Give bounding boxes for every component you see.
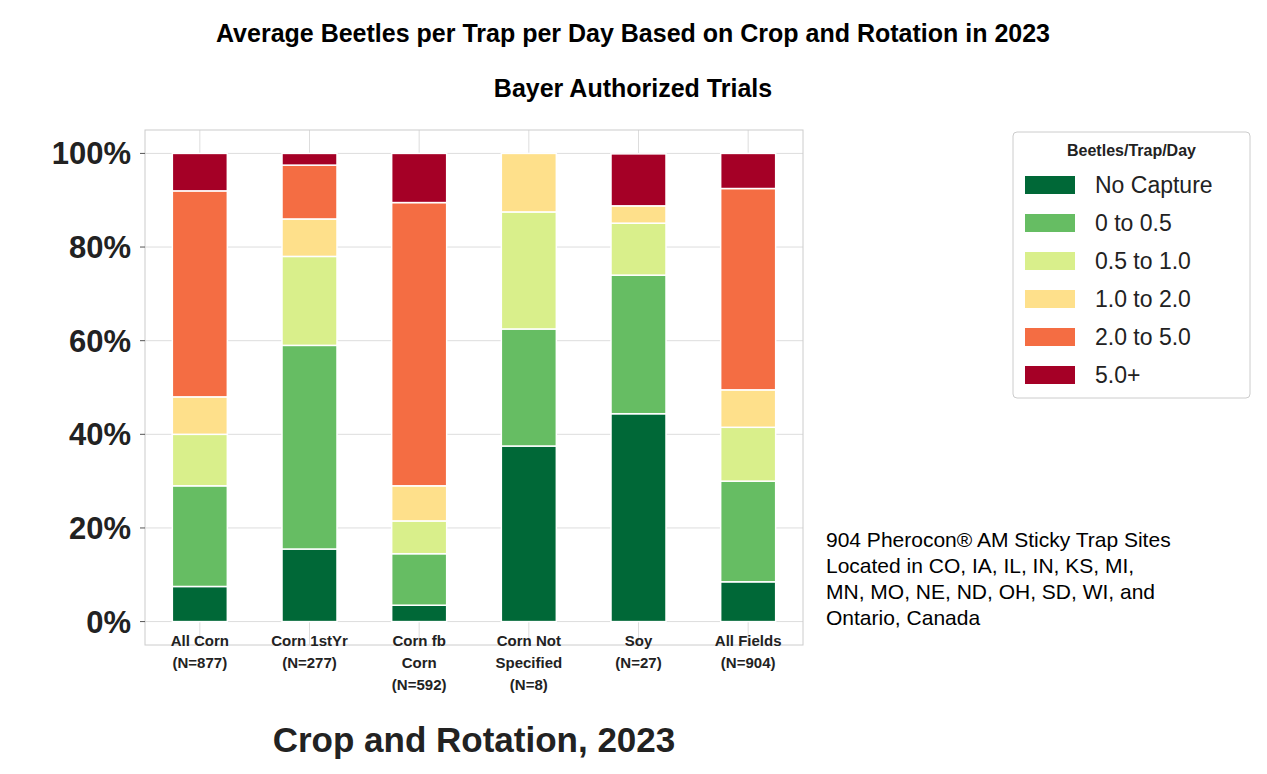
annotation-line: MN, MO, NE, ND, OH, SD, WI, and <box>826 580 1155 603</box>
x-tick-label: Corn Not Specified (N=8) <box>495 632 562 693</box>
bar-segment <box>392 521 447 554</box>
grid-line <box>145 247 803 248</box>
legend-swatch <box>1025 252 1075 270</box>
annotation-line: Located in CO, IA, IL, IN, KS, MI, <box>826 554 1134 577</box>
bar-segment <box>611 206 666 223</box>
x-tick-label-line: (N=592) <box>392 676 447 693</box>
y-tick-label: 60% <box>69 324 131 359</box>
bar-segment <box>611 414 666 622</box>
x-tick-label-line: Corn <box>402 654 437 671</box>
legend-swatch <box>1025 366 1075 384</box>
x-tick-label-line: All Fields <box>715 632 782 649</box>
bar-segment <box>721 189 776 390</box>
bar-segment <box>392 203 447 486</box>
y-tick-label: 100% <box>52 136 131 171</box>
bar-segment <box>501 153 556 155</box>
x-tick-label-line: (N=277) <box>282 654 337 671</box>
grid-line <box>145 340 803 341</box>
y-tick <box>140 434 145 435</box>
legend-swatch <box>1025 328 1075 346</box>
legend-swatch <box>1025 214 1075 232</box>
bar-segment <box>282 153 337 165</box>
bar-segment <box>172 586 227 621</box>
bar-segment <box>501 153 556 212</box>
bar-segment <box>172 397 227 434</box>
annotation-line: 904 Pherocon® AM Sticky Trap Sites <box>826 528 1171 551</box>
bar-segment <box>721 582 776 622</box>
bar-segment <box>282 549 337 622</box>
grid-line <box>145 527 803 528</box>
bar-segment <box>721 390 776 427</box>
legend-label: 0.5 to 1.0 <box>1095 248 1191 274</box>
annotation-line: Ontario, Canada <box>826 606 980 629</box>
x-tick-label-line: (N=8) <box>510 676 548 693</box>
bar-segment <box>282 345 337 549</box>
bar-segment <box>282 256 337 345</box>
subtitle: Bayer Authorized Trials <box>494 74 772 102</box>
legend-label: No Capture <box>1095 172 1213 198</box>
plot-frame <box>145 130 803 645</box>
background <box>0 0 1267 774</box>
x-tick-label: All Corn (N=877) <box>171 632 229 671</box>
bar-segment <box>172 191 227 397</box>
grid-line <box>145 153 803 154</box>
x-tick-label-line: (N=27) <box>615 654 661 671</box>
y-tick-label: 40% <box>69 417 131 452</box>
legend-box <box>1013 132 1250 398</box>
bar-segment <box>392 486 447 521</box>
y-tick <box>140 247 145 248</box>
annotation: 904 Pherocon® AM Sticky Trap Sites Locate… <box>826 528 1171 629</box>
legend-label: 5.0+ <box>1095 362 1140 388</box>
x-tick-label-line: (N=877) <box>173 654 228 671</box>
legend-swatch <box>1025 290 1075 308</box>
bar-segment <box>611 275 666 414</box>
bar-segment <box>172 153 227 190</box>
bar-segment <box>501 212 556 329</box>
title: Average Beetles per Trap per Day Based o… <box>216 19 1050 47</box>
x-axis-label: Crop and Rotation, 2023 <box>273 720 676 759</box>
bar-segment <box>501 153 556 155</box>
bar-segment <box>611 223 666 275</box>
bar-segment <box>172 486 227 587</box>
x-tick-label-line: Soy <box>625 632 653 649</box>
y-tick-label: 80% <box>69 230 131 265</box>
y-tick-label: 0% <box>86 605 131 640</box>
bar-segment <box>611 154 666 206</box>
bar-segment <box>392 605 447 621</box>
legend-title: Beetles/Trap/Day <box>1067 142 1196 159</box>
x-tick-label: Corn fb Corn (N=592) <box>392 632 447 693</box>
y-tick <box>140 153 145 154</box>
x-tick-label-line: Corn Not <box>497 632 561 649</box>
y-tick <box>140 527 145 528</box>
bar-segment <box>282 165 337 219</box>
bar-segment <box>501 446 556 622</box>
chart: Average Beetles per Trap per Day Based o… <box>0 0 1267 774</box>
bar-segment <box>392 153 447 202</box>
y-tick-label: 20% <box>69 511 131 546</box>
bar-segment <box>392 554 447 606</box>
bar-segment <box>721 153 776 188</box>
grid-line <box>145 621 803 622</box>
x-tick-label-line: Corn fb <box>393 632 446 649</box>
x-tick-label-line: Corn 1stYr <box>271 632 348 649</box>
x-tick-label: Corn 1stYr (N=277) <box>271 632 348 671</box>
bar-segment <box>721 427 776 481</box>
y-tick <box>140 340 145 341</box>
legend-label: 0 to 0.5 <box>1095 210 1172 236</box>
bar-segment <box>172 434 227 486</box>
bars <box>172 153 775 621</box>
y-tick <box>140 621 145 622</box>
x-tick-label-line: Specified <box>495 654 562 671</box>
legend-label: 1.0 to 2.0 <box>1095 286 1191 312</box>
x-tick-label-line: All Corn <box>171 632 229 649</box>
x-tick-label: Soy (N=27) <box>615 632 661 671</box>
bar-segment <box>501 329 556 446</box>
bar-segment <box>721 481 776 582</box>
x-tick-label-line: (N=904) <box>721 654 776 671</box>
grid-line <box>145 434 803 435</box>
bar-segment <box>282 219 337 256</box>
legend-label: 2.0 to 5.0 <box>1095 324 1191 350</box>
x-tick-label: All Fields (N=904) <box>715 632 782 671</box>
legend-swatch <box>1025 176 1075 194</box>
